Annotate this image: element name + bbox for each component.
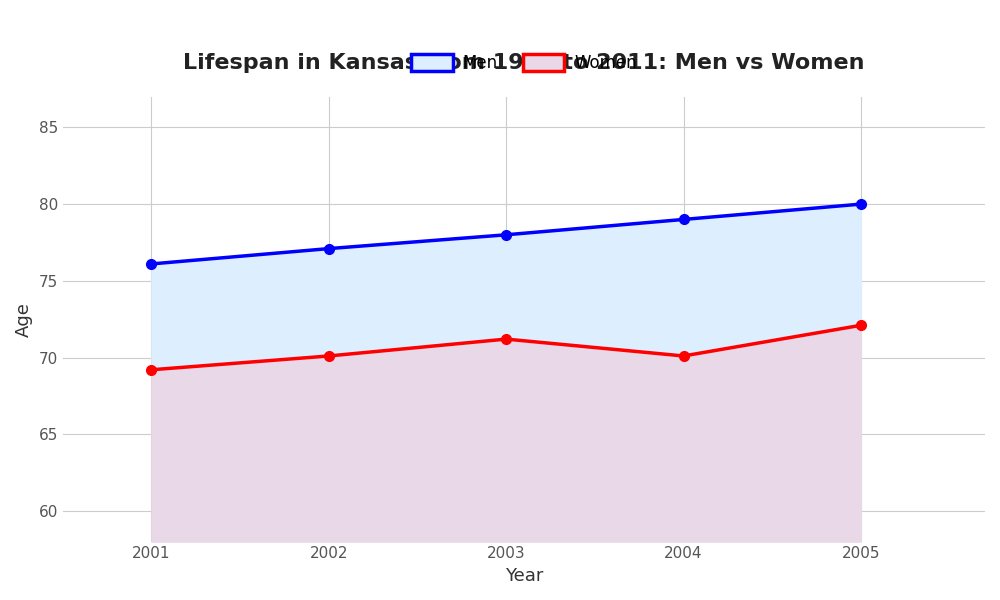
Title: Lifespan in Kansas from 1981 to 2011: Men vs Women: Lifespan in Kansas from 1981 to 2011: Me… [183, 53, 865, 73]
Legend: Men, Women: Men, Women [404, 47, 644, 79]
X-axis label: Year: Year [505, 567, 543, 585]
Y-axis label: Age: Age [15, 302, 33, 337]
